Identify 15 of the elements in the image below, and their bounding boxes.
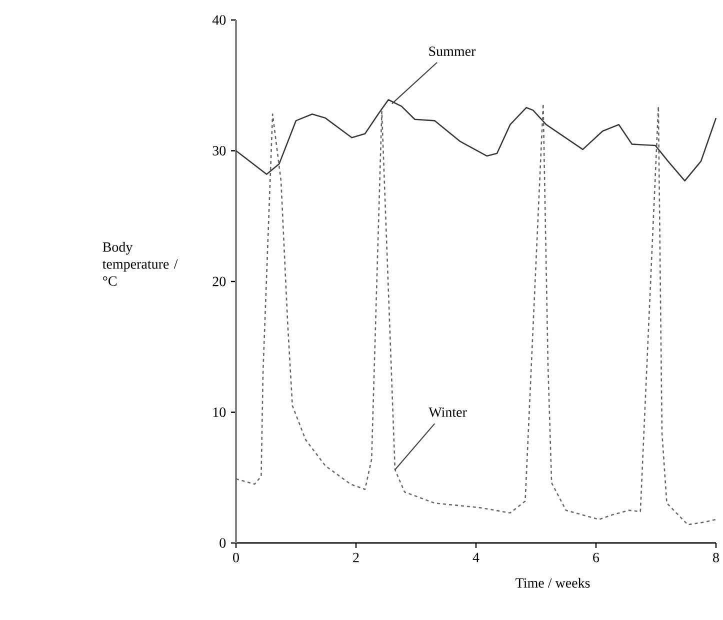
y-tick-label: 40 — [212, 15, 226, 25]
y-tick-label: 0 — [220, 538, 226, 548]
x-tick-label: 0 — [233, 552, 239, 562]
y-tick-label: 30 — [212, 146, 226, 156]
y-tick-label: 20 — [212, 276, 226, 286]
x-axis-title: Time / weeks — [516, 578, 590, 588]
annotation: Summer — [429, 46, 476, 56]
y-axis-title: Body temperature / °C — [102, 242, 178, 286]
x-tick-label: 6 — [593, 552, 600, 562]
annotation: Winter — [428, 407, 467, 417]
x-tick-label: 4 — [472, 552, 480, 562]
x-tick-label: 8 — [713, 552, 719, 562]
line-series — [235, 103, 717, 526]
y-tick-label: 10 — [213, 408, 226, 417]
x-tick-label: 2 — [353, 552, 359, 562]
